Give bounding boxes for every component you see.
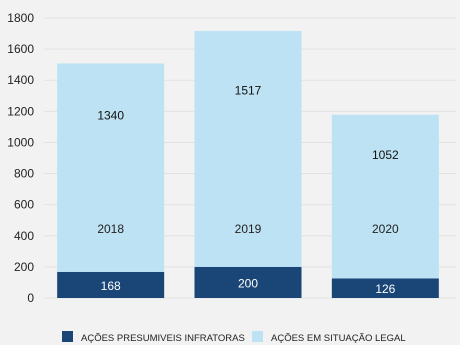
x-tick-label: 2020: [372, 222, 399, 236]
y-tick-label: 1600: [7, 42, 34, 56]
data-label: 1517: [235, 84, 262, 98]
data-label: 126: [375, 282, 395, 296]
y-tick-label: 1000: [7, 135, 34, 149]
x-axis: 2018 2019 2020: [97, 222, 399, 236]
bar-segment: [331, 278, 439, 298]
y-tick-label: 0: [27, 291, 34, 305]
data-label: 168: [101, 279, 121, 293]
y-tick-label: 600: [14, 198, 34, 212]
y-tick-label: 1200: [7, 104, 34, 118]
data-label: 1340: [97, 109, 124, 123]
y-tick-label: 400: [14, 229, 34, 243]
legend-label: AÇÕES EM SITUAÇÃO LEGAL: [271, 333, 406, 344]
bar-segment: [194, 266, 302, 298]
bar-segment: [57, 271, 165, 298]
data-label: 1052: [372, 148, 399, 162]
bar-segment: [57, 63, 165, 272]
legend-swatch: [62, 331, 73, 342]
y-axis: 0 200 400 600 800 1000 1200 1400 1600 1800: [7, 11, 34, 305]
y-tick-label: 200: [14, 260, 34, 274]
x-tick-label: 2018: [97, 222, 124, 236]
legend: AÇÕES PRESUMIVEIS INFRATORAS AÇÕES EM SIT…: [62, 331, 406, 344]
bar-segment: [194, 30, 302, 267]
data-label: 200: [238, 276, 258, 290]
x-tick-label: 2019: [235, 222, 262, 236]
y-tick-label: 800: [14, 167, 34, 181]
y-tick-label: 1800: [7, 11, 34, 25]
bars: 168 1340 200 1517 126 1052: [57, 30, 439, 298]
bar-segment: [331, 114, 439, 279]
y-tick-label: 1400: [7, 73, 34, 87]
legend-label: AÇÕES PRESUMIVEIS INFRATORAS: [81, 333, 245, 344]
legend-swatch: [252, 331, 263, 342]
